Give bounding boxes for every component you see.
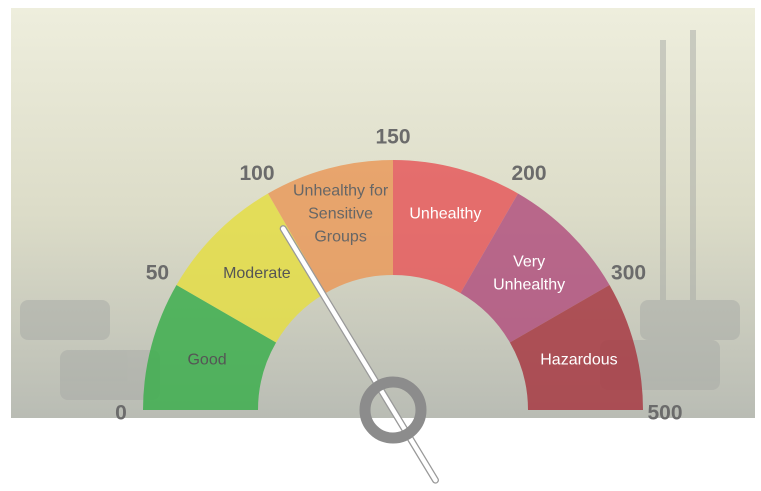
tick-label: 0	[115, 402, 127, 425]
tick-label: 100	[239, 162, 274, 185]
tick-label: 300	[611, 262, 646, 285]
band-label: Moderate	[223, 265, 291, 282]
band-label: Unhealthy	[409, 206, 481, 223]
tick-label: 200	[511, 162, 546, 185]
gauge-chart: GoodModerateUnhealthy forSensitiveGroups…	[0, 0, 761, 486]
band-label: Good	[187, 351, 226, 368]
tick-label: 50	[146, 262, 169, 285]
tick-label: 500	[647, 402, 682, 425]
tick-label: 150	[375, 126, 410, 149]
band-label: Hazardous	[540, 351, 617, 368]
